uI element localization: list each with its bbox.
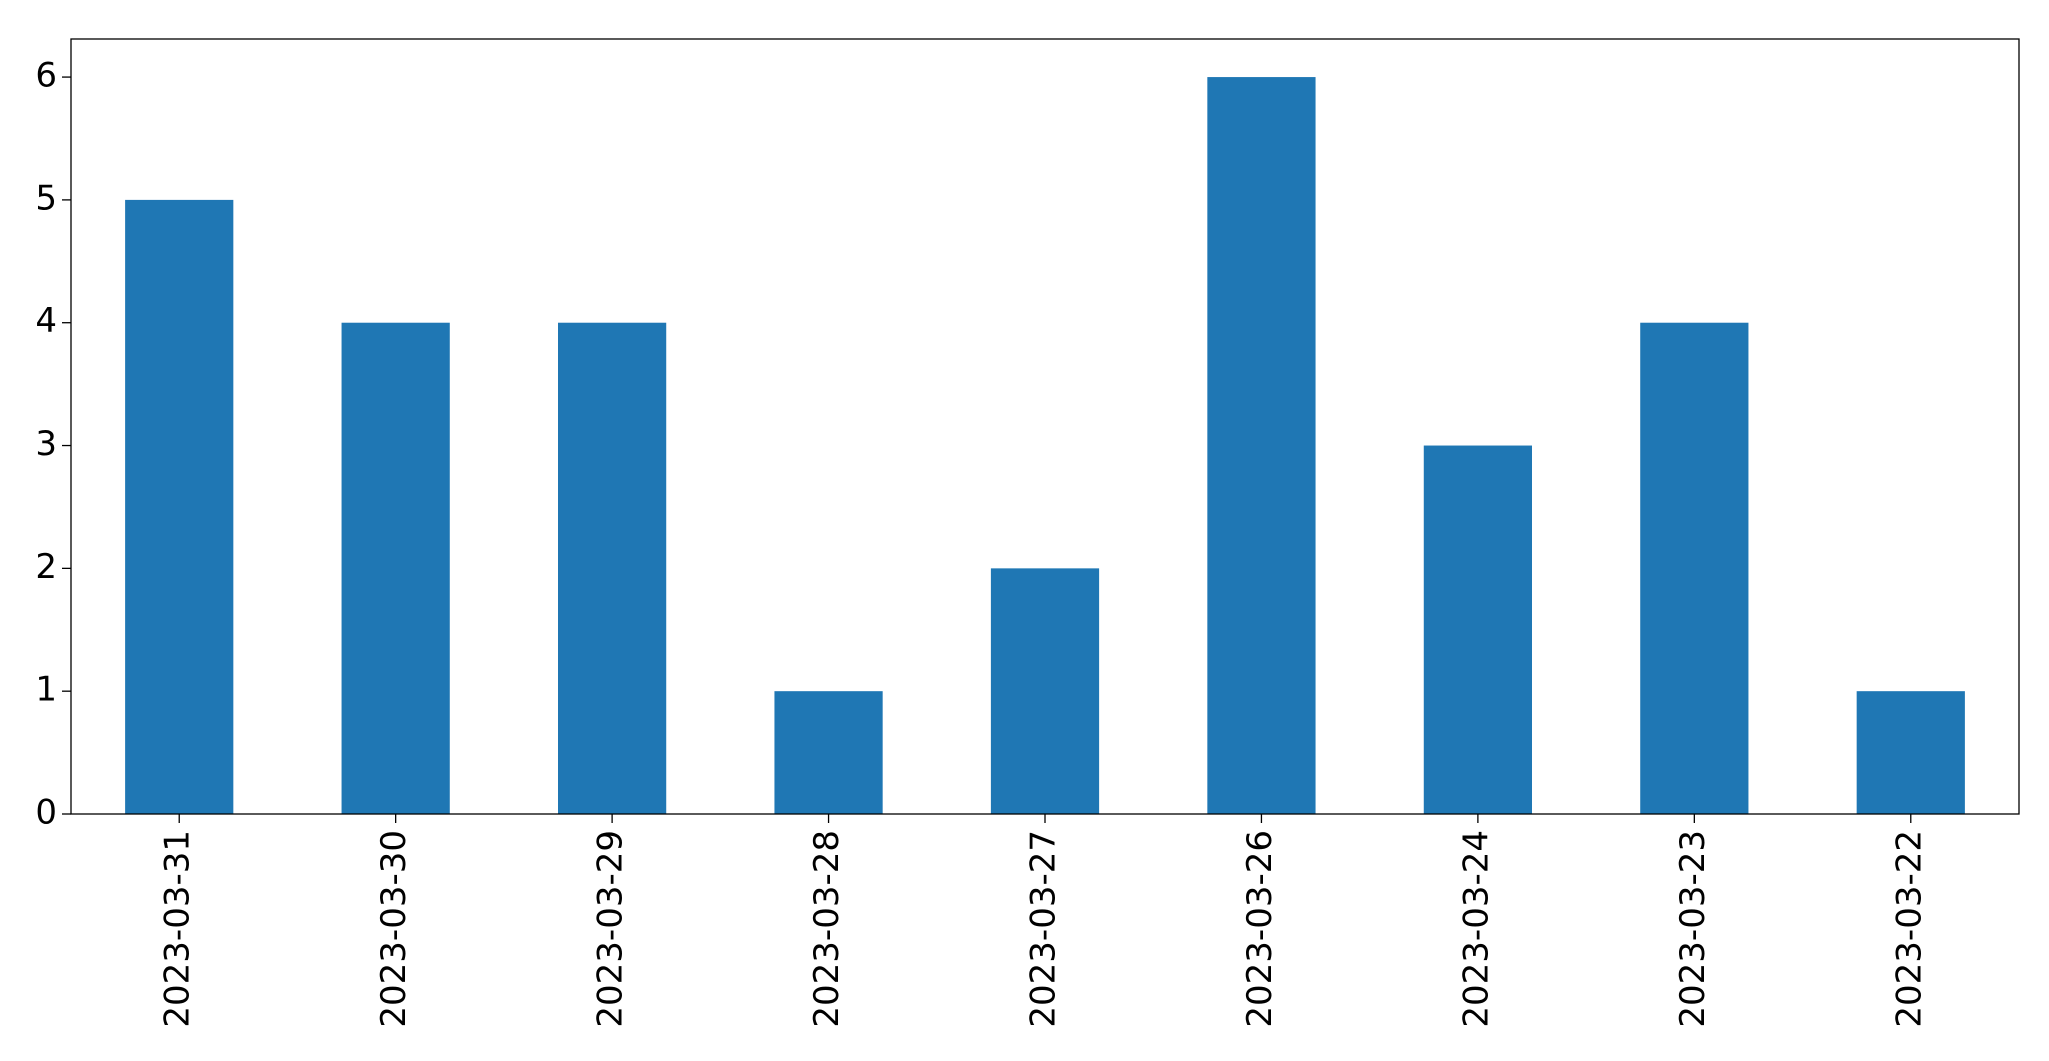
- x-tick-label: 2023-03-22: [1889, 830, 1929, 1028]
- plot-frame: [70, 38, 2020, 815]
- bar: [341, 322, 450, 814]
- bar: [1856, 691, 1965, 814]
- bar: [1423, 445, 1532, 814]
- y-tick-label: 2: [35, 547, 57, 587]
- x-tick-label: 2023-03-24: [1456, 830, 1496, 1028]
- x-tick-label: 2023-03-28: [807, 830, 847, 1028]
- y-tick-label: 4: [35, 301, 57, 341]
- bar: [125, 199, 234, 815]
- y-tick-label: 0: [35, 793, 57, 833]
- y-tick-label: 5: [35, 178, 57, 218]
- y-tick-label: 6: [35, 56, 57, 96]
- y-tick-label: 3: [35, 424, 57, 464]
- x-tick-label: 2023-03-31: [158, 830, 198, 1028]
- bar: [1207, 77, 1316, 815]
- y-tick-label: 1: [35, 670, 57, 710]
- x-tick-label: 2023-03-29: [591, 830, 631, 1028]
- bar: [990, 568, 1100, 814]
- bar: [558, 322, 667, 814]
- x-tick-label: 2023-03-26: [1240, 830, 1280, 1028]
- x-tick-label: 2023-03-30: [374, 830, 414, 1028]
- x-tick-label: 2023-03-27: [1024, 830, 1064, 1028]
- bar: [774, 691, 883, 814]
- bar: [1640, 322, 1749, 814]
- x-tick-label: 2023-03-23: [1673, 830, 1713, 1028]
